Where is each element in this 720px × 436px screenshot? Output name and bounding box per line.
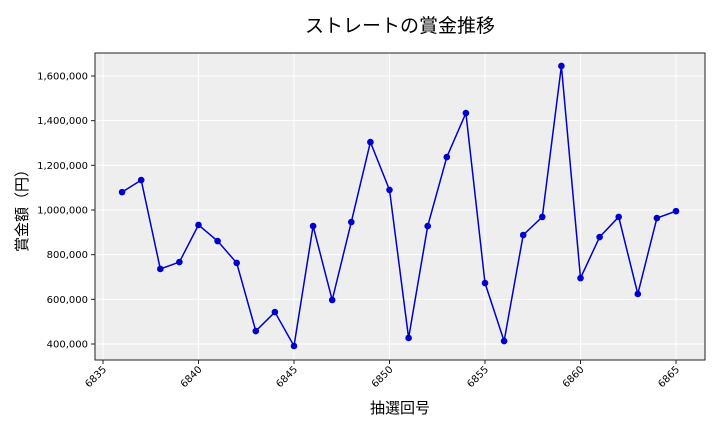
x-tick-label: 6845	[274, 364, 300, 390]
y-axis-ticks: 400,000 600,000 800,000 1,000,000 1,200,000 1…	[37, 72, 95, 351]
y-tick-label: 600,000	[47, 295, 88, 306]
x-tick-label: 6840	[179, 364, 205, 390]
data-point	[462, 109, 470, 117]
y-axis-label: 賞金額（円）	[13, 162, 31, 252]
data-point	[118, 188, 126, 196]
data-point	[157, 265, 164, 273]
y-tick-label: 1,000,000	[37, 206, 88, 217]
y-tick-label: 1,600,000	[37, 72, 88, 83]
plot-area	[95, 53, 705, 360]
x-tick-label: 6860	[561, 364, 587, 390]
series-line	[121, 65, 677, 349]
data-point	[328, 296, 336, 304]
data-point	[386, 186, 393, 194]
gridlines	[95, 53, 705, 360]
data-point	[558, 62, 565, 70]
data-point	[424, 222, 432, 230]
data-point	[290, 342, 298, 350]
data-point	[405, 334, 412, 342]
data-point	[252, 327, 260, 335]
data-point	[271, 308, 279, 316]
data-point	[615, 213, 622, 221]
data-point	[634, 290, 642, 298]
x-tick-label: 6835	[83, 364, 109, 390]
data-point	[577, 274, 584, 282]
data-point	[519, 231, 527, 239]
data-point	[653, 214, 661, 222]
data-point	[443, 153, 451, 161]
data-point	[214, 237, 221, 245]
data-point	[348, 218, 355, 226]
y-tick-label: 1,200,000	[37, 161, 88, 172]
data-series	[118, 62, 680, 350]
data-point	[596, 233, 603, 241]
data-point	[195, 221, 202, 229]
data-point	[672, 207, 680, 215]
data-point	[309, 222, 317, 230]
x-axis-ticks: 6835 6840 6845 6850 6855 6860 6865	[83, 360, 682, 390]
x-tick-label: 6850	[370, 364, 396, 390]
x-tick-label: 6865	[656, 364, 682, 390]
data-point	[481, 279, 489, 287]
x-axis-label: 抽選回号	[370, 399, 430, 417]
y-tick-label: 1,400,000	[37, 116, 88, 127]
chart-title: ストレートの賞金推移	[305, 15, 495, 37]
data-point	[539, 213, 546, 221]
data-point	[367, 138, 374, 146]
data-point	[233, 259, 240, 267]
plot-frame	[94, 52, 706, 361]
data-point	[500, 337, 508, 345]
y-tick-label: 400,000	[47, 340, 88, 351]
data-point	[176, 258, 183, 266]
x-tick-label: 6855	[465, 364, 491, 390]
y-tick-label: 800,000	[47, 250, 88, 261]
data-point	[137, 176, 145, 184]
